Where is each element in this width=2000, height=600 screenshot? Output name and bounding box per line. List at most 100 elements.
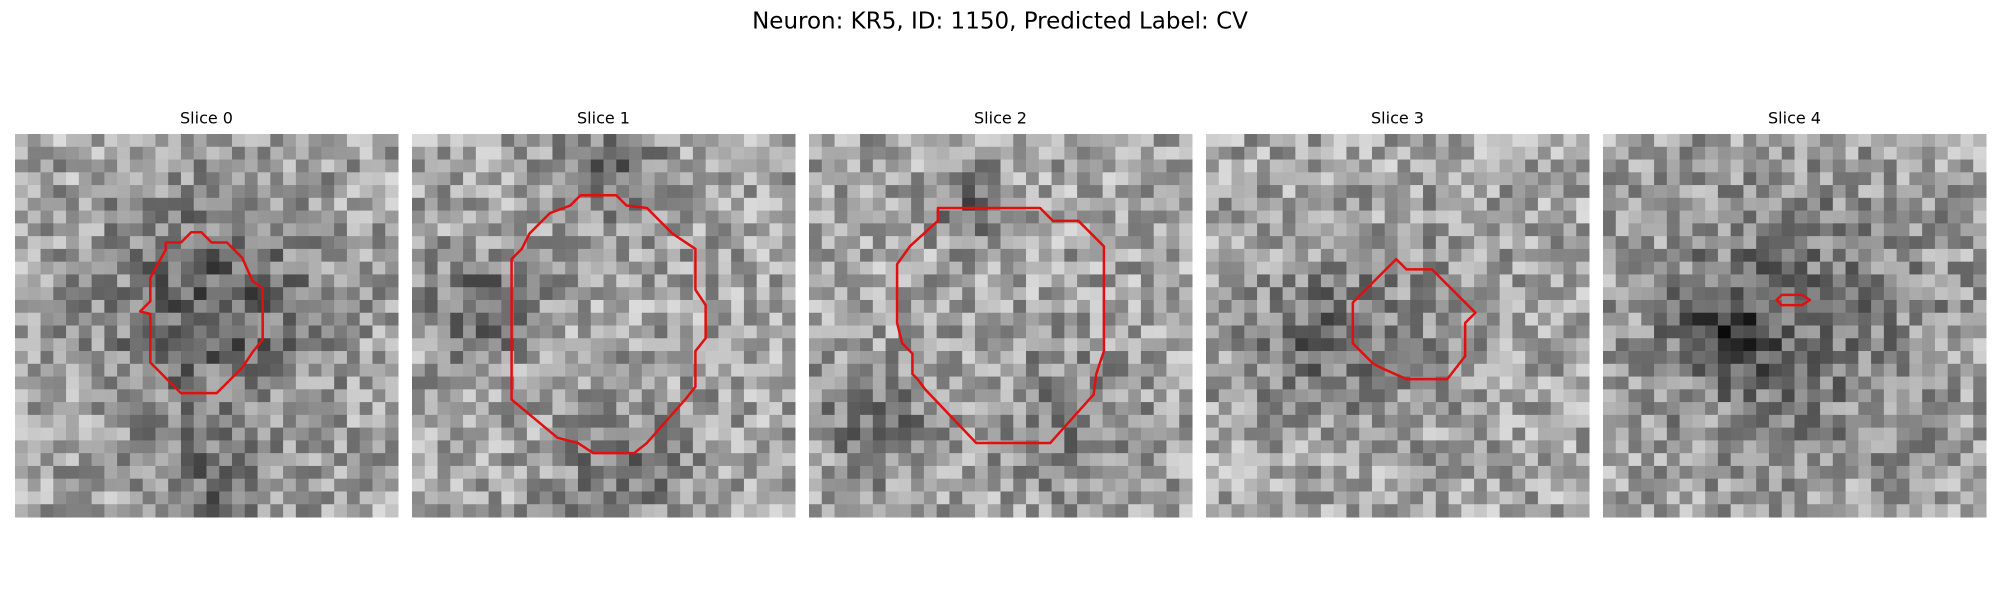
pixel <box>1435 363 1450 378</box>
pixel <box>142 504 156 518</box>
pixel <box>834 172 848 186</box>
pixel <box>847 338 861 352</box>
pixel <box>1486 146 1501 161</box>
pixel <box>463 248 477 263</box>
pixel <box>667 210 681 224</box>
pixel <box>1244 453 1258 467</box>
pixel <box>359 185 373 199</box>
pixel <box>1026 325 1040 339</box>
pixel <box>1140 299 1155 314</box>
pixel <box>1320 274 1335 288</box>
pixel <box>987 287 1002 301</box>
pixel <box>27 248 42 263</box>
pixel <box>1346 210 1360 224</box>
pixel <box>1013 261 1027 275</box>
pixel <box>923 491 938 505</box>
pixel <box>577 299 592 314</box>
pixel <box>372 465 386 480</box>
pixel <box>1423 402 1437 416</box>
pixel <box>1038 325 1053 339</box>
pixel <box>1140 146 1155 161</box>
pixel <box>219 159 233 173</box>
pixel <box>1308 325 1322 339</box>
pixel <box>872 478 887 492</box>
pixel <box>1448 325 1462 339</box>
pixel <box>590 248 605 263</box>
pixel <box>898 504 912 518</box>
pixel <box>1615 159 1630 173</box>
pixel <box>923 210 938 224</box>
pixel <box>1973 248 1987 263</box>
pixel <box>1858 338 1872 352</box>
pixel <box>1705 287 1719 301</box>
pixel <box>885 312 899 327</box>
pixel <box>385 197 399 212</box>
pixel <box>334 210 348 224</box>
pixel <box>552 312 566 327</box>
pixel <box>1064 338 1078 352</box>
pixel <box>1563 248 1577 263</box>
pixel <box>1128 274 1142 288</box>
pixel <box>1550 274 1564 288</box>
pixel <box>1934 274 1949 288</box>
pixel <box>1257 453 1271 467</box>
pixel <box>1807 261 1821 275</box>
pixel <box>577 261 592 275</box>
pixel <box>232 134 246 148</box>
pixel <box>603 134 617 148</box>
pixel <box>346 185 361 199</box>
pixel <box>731 185 745 199</box>
pixel <box>1077 261 1091 275</box>
pixel <box>206 414 220 429</box>
pixel <box>1423 440 1437 454</box>
pixel <box>718 185 732 199</box>
pixel <box>756 465 770 480</box>
pixel <box>206 478 220 492</box>
pixel <box>1257 261 1271 275</box>
pixel <box>1973 312 1987 327</box>
pixel <box>1654 465 1668 480</box>
pixel <box>450 274 464 288</box>
pixel <box>270 248 284 263</box>
pixel <box>1934 465 1949 480</box>
pixel <box>1064 248 1078 263</box>
pixel <box>1692 312 1706 327</box>
pixel <box>27 159 42 173</box>
pixel <box>1179 185 1193 199</box>
pixel <box>1153 274 1167 288</box>
pixel <box>1013 465 1027 480</box>
pixel <box>1153 376 1167 390</box>
pixel <box>1051 134 1065 148</box>
pixel <box>1628 363 1642 378</box>
pixel <box>1397 414 1411 429</box>
pixel <box>1705 440 1719 454</box>
pixel <box>1140 248 1155 263</box>
pixel <box>692 478 707 492</box>
pixel <box>424 248 439 263</box>
pixel <box>1064 478 1078 492</box>
pixel <box>1115 146 1129 161</box>
pixel <box>1768 491 1783 505</box>
pixel <box>257 351 271 365</box>
pixel <box>974 185 989 199</box>
pixel <box>283 325 297 339</box>
pixel <box>1871 427 1885 441</box>
pixel <box>91 274 105 288</box>
pixel <box>437 414 451 429</box>
pixel <box>1537 210 1552 224</box>
pixel <box>1410 146 1424 161</box>
pixel <box>53 414 67 429</box>
pixel <box>27 197 42 212</box>
pixel <box>219 363 233 378</box>
pixel <box>412 261 426 275</box>
pixel <box>1051 338 1065 352</box>
pixel <box>1115 172 1129 186</box>
pixel <box>743 491 758 505</box>
pixel <box>1244 389 1258 403</box>
pixel <box>1781 351 1796 365</box>
pixel <box>552 299 566 314</box>
pixel <box>1756 325 1770 339</box>
pixel <box>1973 351 1987 365</box>
pixel <box>1909 223 1923 237</box>
pixel <box>1756 427 1770 441</box>
